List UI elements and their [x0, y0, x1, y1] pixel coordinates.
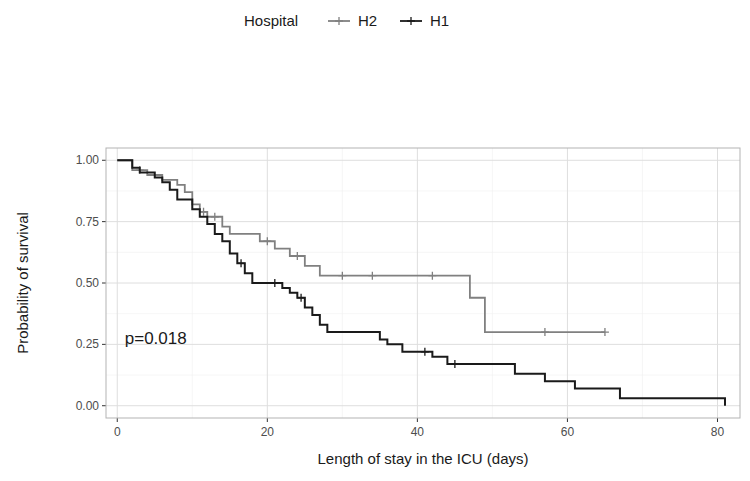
x-tick-label: 60 [561, 425, 575, 439]
chart-container: 0 20 40 60 80 0.00 0.25 0.50 0.75 1.00 p=0.018 Leng… [0, 0, 750, 481]
censor-mark [297, 294, 305, 302]
censor-mark [428, 272, 436, 280]
y-tick [102, 160, 106, 161]
x-tick [717, 418, 718, 422]
legend-label: H1 [430, 12, 449, 29]
survival-line [117, 160, 605, 332]
panel-border [106, 148, 740, 418]
x-tick-label: 0 [114, 425, 121, 439]
y-grid [106, 283, 740, 284]
y-axis-title: Probability of survival [14, 212, 31, 354]
censor-mark [368, 272, 376, 280]
minor-grid [106, 375, 740, 376]
annotation: p=0.018 [125, 329, 187, 348]
y-tick [102, 344, 106, 345]
censor-mark [271, 279, 279, 287]
x-tick [567, 418, 568, 422]
censor-mark [421, 348, 429, 356]
censor-mark [211, 213, 219, 221]
legend-label: H2 [358, 12, 377, 29]
data-group [117, 160, 725, 405]
y-grid [106, 160, 740, 161]
x-tick [117, 418, 118, 422]
censor-mark [263, 237, 271, 245]
legend-marker [335, 17, 343, 25]
chart-svg: 0 20 40 60 80 0.00 0.25 0.50 0.75 1.00 p=0.018 Leng… [0, 0, 750, 481]
y-tick-label: 0.75 [76, 215, 100, 229]
y-grid [106, 344, 740, 345]
legend-marker [407, 17, 415, 25]
x-axis-title: Length of stay in the ICU (days) [318, 450, 529, 467]
x-tick [417, 418, 418, 422]
y-grid [106, 221, 740, 222]
minor-grid [106, 252, 740, 253]
censor-mark [293, 252, 301, 260]
y-tick [102, 405, 106, 406]
x-tick-label: 80 [711, 425, 725, 439]
minor-grid [106, 190, 740, 191]
y-tick [102, 221, 106, 222]
grid [106, 148, 740, 418]
survival-line [117, 160, 725, 405]
x-tick [267, 418, 268, 422]
panel [106, 148, 740, 418]
y-tick-label: 1.00 [76, 153, 100, 167]
y-grid [106, 405, 740, 406]
censor-mark [601, 328, 609, 336]
censor-mark [237, 259, 245, 267]
x-tick-label: 20 [261, 425, 275, 439]
minor-grid [106, 313, 740, 314]
censor-mark [541, 328, 549, 336]
legend-title: Hospital [244, 12, 298, 29]
censor-mark [451, 360, 459, 368]
censor-mark [338, 272, 346, 280]
y-tick-label: 0.25 [76, 337, 100, 351]
y-tick [102, 283, 106, 284]
legend: Hospital H2 H1 [244, 12, 449, 29]
y-tick-label: 0.50 [76, 276, 100, 290]
y-tick-label: 0.00 [76, 399, 100, 413]
x-tick-label: 40 [411, 425, 425, 439]
background [0, 0, 750, 481]
